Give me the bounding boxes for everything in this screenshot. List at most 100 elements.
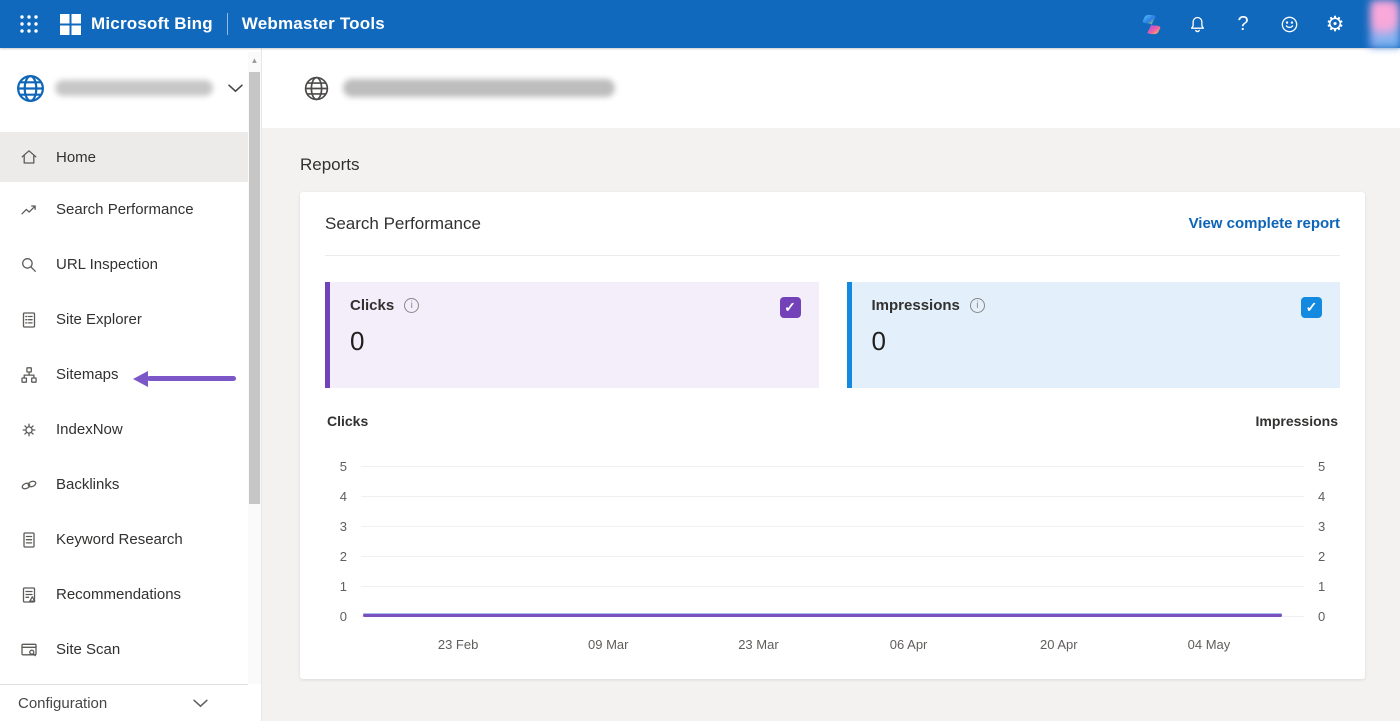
clicks-series-line xyxy=(363,614,1283,617)
gridline xyxy=(361,612,1304,617)
app-launcher-waffle-icon[interactable] xyxy=(12,7,46,41)
sidebar-item-sitemaps[interactable]: Sitemaps xyxy=(0,347,261,402)
copilot-icon xyxy=(1142,14,1160,34)
scrollbar-thumb[interactable] xyxy=(249,72,260,504)
sidebar-item-url-inspection[interactable]: URL Inspection xyxy=(0,237,261,292)
sidebar-item-site-scan[interactable]: Site Scan xyxy=(0,622,261,677)
sidebar-item-recommendations[interactable]: Recommendations xyxy=(0,567,261,622)
gear-icon: ⚙ xyxy=(1325,12,1345,36)
sidebar-item-label: Sitemaps xyxy=(56,366,119,383)
clicks-metric-tile[interactable]: Clicks i ✓ 0 xyxy=(325,282,819,388)
y-tick-right: 4 xyxy=(1318,488,1326,504)
bell-icon xyxy=(1190,16,1204,32)
smiley-icon xyxy=(1281,16,1297,32)
waffle-icon xyxy=(20,15,38,33)
main-body: Reports Search Performance View complete… xyxy=(262,128,1400,721)
sidebar-item-label: Keyword Research xyxy=(56,531,183,548)
sidebar-nav: Home Search Performance URL Inspection xyxy=(0,128,261,677)
impressions-checkbox[interactable]: ✓ xyxy=(1301,297,1322,318)
sidebar-item-backlinks[interactable]: Backlinks xyxy=(0,457,261,512)
clicks-checkbox[interactable]: ✓ xyxy=(779,297,801,318)
gridline xyxy=(361,555,1304,557)
card-header: Search Performance View complete report xyxy=(325,192,1340,256)
y-tick-left: 2 xyxy=(339,548,347,564)
impressions-series-line xyxy=(363,612,1283,615)
y-tick-right: 5 xyxy=(1318,458,1326,474)
chevron-down-icon xyxy=(193,699,208,707)
y-tick-right: 2 xyxy=(1318,548,1326,564)
notifications-button[interactable] xyxy=(1178,4,1216,44)
tile-header: Clicks i ✓ xyxy=(350,297,801,318)
impressions-metric-tile[interactable]: Impressions i ✓ 0 xyxy=(846,282,1340,388)
card-title: Search Performance xyxy=(325,213,481,233)
left-axis-title: Clicks xyxy=(327,413,369,429)
app-shell: Home Search Performance URL Inspection xyxy=(0,48,1400,721)
gridline xyxy=(361,495,1304,497)
sidebar-scrollbar[interactable]: ▲ xyxy=(248,52,261,684)
sitemaps-pointer-arrow-head xyxy=(133,371,148,387)
site-selector[interactable] xyxy=(0,48,261,128)
search-performance-card: Search Performance View complete report … xyxy=(300,192,1365,679)
y-tick-right: 0 xyxy=(1318,608,1326,624)
profile-avatar[interactable] xyxy=(1370,0,1400,48)
info-icon[interactable]: i xyxy=(969,298,985,313)
sidebar-item-keyword-research[interactable]: Keyword Research xyxy=(0,512,261,567)
sidebar-item-site-explorer[interactable]: Site Explorer xyxy=(0,292,261,347)
chevron-down-icon xyxy=(228,83,243,92)
tile-header: Impressions i ✓ xyxy=(871,297,1322,318)
settings-button[interactable]: ⚙ xyxy=(1316,4,1354,44)
top-bar-actions: ? ⚙ xyxy=(1132,0,1400,48)
gridline xyxy=(361,585,1304,587)
text-document-icon xyxy=(19,530,39,550)
info-icon[interactable]: i xyxy=(404,298,420,313)
sidebar-item-label: Site Explorer xyxy=(56,311,142,328)
main-area: Reports Search Performance View complete… xyxy=(262,48,1400,721)
globe-icon xyxy=(17,74,44,102)
chart-x-axis: 23 Feb 09 Mar 23 Mar 06 Apr 20 Apr 04 May xyxy=(325,631,1340,652)
brand-separator xyxy=(226,13,228,35)
y-tick-right: 3 xyxy=(1318,518,1326,534)
sitemaps-pointer-arrow-shaft xyxy=(147,376,236,381)
sidebar-item-label: Backlinks xyxy=(56,476,120,493)
view-complete-report-link[interactable]: View complete report xyxy=(1188,215,1340,232)
y-tick-left: 1 xyxy=(339,578,347,594)
sidebar-item-search-performance[interactable]: Search Performance xyxy=(0,182,261,237)
sidebar-item-label: Recommendations xyxy=(56,586,182,603)
sidebar-item-indexnow[interactable]: IndexNow xyxy=(0,402,261,457)
brand-lockup[interactable]: Microsoft Bing Webmaster Tools xyxy=(60,13,385,35)
y-tick-left: 5 xyxy=(339,458,347,474)
help-button[interactable]: ? xyxy=(1224,4,1262,44)
sidebar-item-label: Search Performance xyxy=(56,201,194,218)
top-bar-left: Microsoft Bing Webmaster Tools xyxy=(12,7,385,41)
feedback-button[interactable] xyxy=(1270,4,1308,44)
link-chain-icon xyxy=(19,475,39,495)
gridline xyxy=(361,525,1304,527)
x-tick-label: 09 Mar xyxy=(588,637,629,652)
impressions-value: 0 xyxy=(871,326,886,356)
y-tick-left: 3 xyxy=(339,518,347,534)
impressions-label: Impressions xyxy=(871,297,960,314)
sitemap-hierarchy-icon xyxy=(19,365,39,385)
configuration-label: Configuration xyxy=(18,694,108,712)
gear-bolt-icon xyxy=(19,420,39,440)
x-tick-label: 04 May xyxy=(1187,637,1231,652)
metric-tiles: Clicks i ✓ 0 Impressions i ✓ 0 xyxy=(325,282,1340,388)
sidebar: Home Search Performance URL Inspection xyxy=(0,48,262,721)
sidebar-item-label: IndexNow xyxy=(56,421,123,438)
sidebar-item-home[interactable]: Home xyxy=(0,132,261,182)
copilot-button[interactable] xyxy=(1132,4,1170,44)
reports-heading: Reports xyxy=(300,155,360,174)
y-tick-right: 1 xyxy=(1318,578,1326,594)
product-name: Webmaster Tools xyxy=(241,14,385,33)
gridline xyxy=(361,465,1304,467)
sidebar-section-configuration[interactable]: Configuration xyxy=(0,684,248,721)
scrollbar-up-arrow[interactable]: ▲ xyxy=(248,52,261,68)
scroll-up-icon: ▲ xyxy=(250,55,259,65)
site-url-redacted xyxy=(343,79,615,97)
clicks-value: 0 xyxy=(350,326,365,356)
